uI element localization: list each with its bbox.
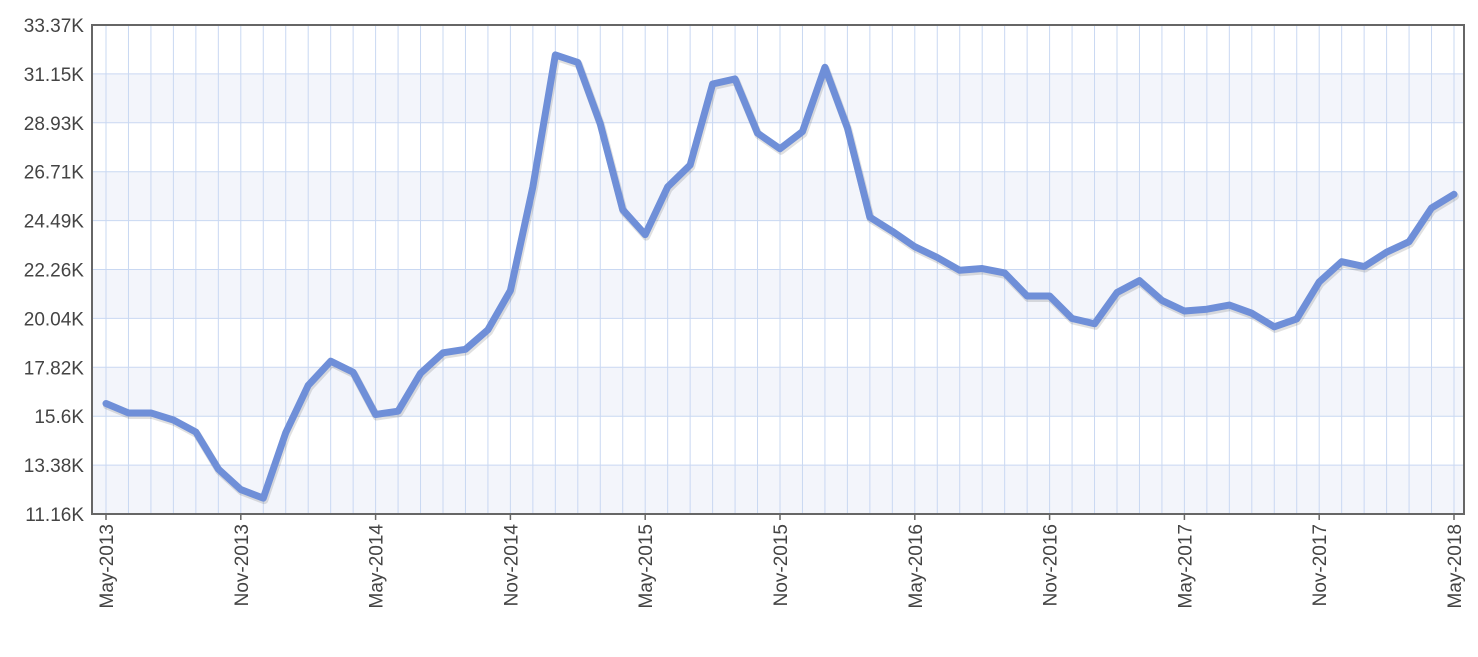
x-tick-label: May-2013 [97,524,118,609]
y-tick-label: 28.93K [24,114,85,135]
series-line [102,51,1458,502]
background-band [92,73,1464,123]
y-tick-label: 33.37K [24,16,85,37]
y-tick-label: 17.82K [24,358,85,379]
x-tick-label: May-2018 [1445,524,1466,609]
x-tick-label: Nov-2017 [1310,524,1331,606]
y-tick-label: 15.6K [34,407,84,428]
plot-frame [91,24,1465,515]
x-axis: May-2013 Nov-2013 May-2014 Nov-2014 May-2015… [97,514,1466,609]
series-group [102,51,1459,505]
y-tick-label: 22.26K [24,261,85,282]
y-tick-label: 24.49K [24,212,85,233]
y-tick-label: 11.16K [25,505,84,526]
y-tick-label: 20.04K [24,309,85,330]
x-tick-label: Nov-2014 [501,524,522,607]
y-axis: 11.16K 13.38K 15.6K 17.82K 20.04K 22.26K 24.49… [24,16,85,526]
background-band [92,465,1464,514]
x-tick-label: May-2017 [1175,524,1196,609]
x-tick-label: May-2015 [636,524,657,609]
y-tick-label: 26.71K [24,163,85,184]
plot-border [91,24,1465,515]
x-tick-label: Nov-2013 [232,524,253,606]
background-band [92,269,1464,319]
background-band [92,171,1464,221]
y-tick-label: 31.15K [24,65,85,86]
x-tick-label: May-2016 [906,524,927,609]
x-tick-label: May-2014 [367,524,388,609]
x-tick-label: Nov-2015 [771,524,792,606]
y-tick-label: 13.38K [24,456,85,477]
x-tick-label: Nov-2016 [1041,524,1062,606]
